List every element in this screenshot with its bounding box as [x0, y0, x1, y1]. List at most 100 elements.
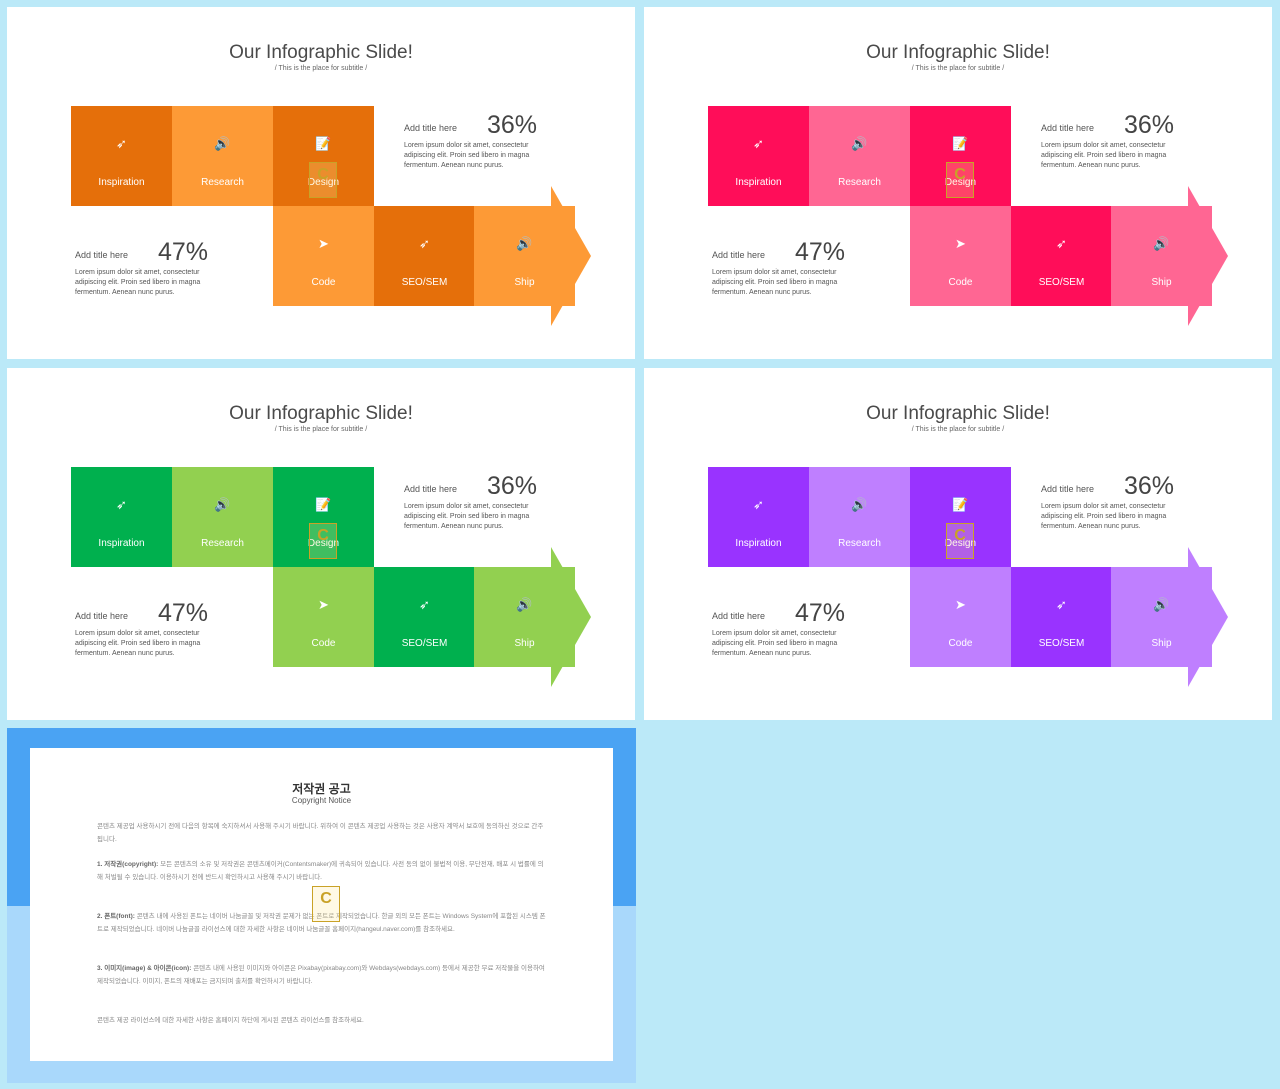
- notepad-icon: 📝: [952, 497, 969, 512]
- stat2-body: Lorem ipsum dolor sit amet, consectetur …: [75, 630, 201, 657]
- notice-outro: 콘텐츠 제공 라이선스에 대한 자세한 사항은 홈페이지 하단에 게시된 콘텐츠…: [97, 1017, 364, 1024]
- step-block: ➤ Code: [910, 567, 1011, 667]
- slide-subtitle: / This is the place for subtitle /: [911, 426, 1005, 433]
- step-block: 📝 Design: [910, 106, 1011, 206]
- stat2-title: Add title here: [75, 611, 129, 621]
- infographic-slide: Our Infographic Slide! / This is the plac…: [644, 368, 1272, 720]
- rocket-icon: ➶: [753, 497, 764, 512]
- stat2-percent: 47%: [158, 599, 209, 627]
- stat2-percent: 47%: [158, 238, 209, 266]
- rocket-icon: ➶: [116, 497, 127, 512]
- rocket-icon: ➶: [1056, 236, 1067, 251]
- step-block: ➤ Code: [273, 206, 374, 306]
- rocket-icon: ➶: [116, 136, 127, 151]
- step-block: ➶ Inspiration: [71, 467, 172, 567]
- step-block: ➶ Inspiration: [708, 467, 809, 567]
- notice-font: 2. 폰트(font): 콘텐츠 내에 사용된 폰트는 네이버 나눔글꼴 및 저…: [97, 910, 549, 936]
- stat2-body: Lorem ipsum dolor sit amet, consectetur …: [712, 630, 838, 657]
- step-label: Design: [944, 538, 977, 549]
- step-block: 🔊 Ship: [1111, 567, 1212, 667]
- step-block: 📝 Design: [273, 106, 374, 206]
- stat2-percent: 47%: [795, 238, 846, 266]
- step-label: Code: [311, 638, 336, 649]
- step-label: Code: [311, 277, 336, 288]
- stat1-body: Lorem ipsum dolor sit amet, consectetur …: [404, 142, 530, 169]
- step-label: Design: [944, 177, 977, 188]
- stat1-body: Lorem ipsum dolor sit amet, consectetur …: [404, 503, 530, 530]
- stat1-title: Add title here: [1041, 484, 1095, 494]
- infographic-slide: Our Infographic Slide! / This is the plac…: [7, 7, 635, 359]
- step-block: ➶ Inspiration: [71, 106, 172, 206]
- stat1-title: Add title here: [404, 123, 458, 133]
- stat2-title: Add title here: [75, 250, 129, 260]
- step-block: ➶ SEO/SEM: [374, 206, 475, 306]
- watermark-logo: C: [946, 523, 974, 559]
- step-label: Code: [948, 638, 973, 649]
- slide-title: Our Infographic Slide!: [866, 42, 1050, 63]
- stat1-title: Add title here: [404, 484, 458, 494]
- stat2-title: Add title here: [712, 250, 766, 260]
- step-label: Ship: [514, 638, 535, 649]
- step-block: 📝 Design: [273, 467, 374, 567]
- step-label: Code: [948, 277, 973, 288]
- notice-copyright-head: 1. 저작권(copyright):: [97, 861, 159, 868]
- notice-image: 3. 이미지(image) & 아이콘(icon): 콘텐츠 내에 사용된 이미…: [97, 962, 549, 988]
- speaker-icon: 🔊: [1153, 236, 1170, 251]
- infographic-slide: Our Infographic Slide! / This is the plac…: [7, 368, 635, 720]
- stat2-body: Lorem ipsum dolor sit amet, consectetur …: [712, 269, 838, 296]
- notice-font-head: 2. 폰트(font):: [97, 913, 135, 920]
- slide-subtitle: / This is the place for subtitle /: [274, 426, 368, 433]
- notice-copyright: 1. 저작권(copyright): 모든 콘텐츠의 소유 및 저작권은 콘텐츠…: [97, 858, 549, 884]
- step-label: Ship: [514, 277, 535, 288]
- step-label: Research: [838, 177, 881, 188]
- step-block: ➶ SEO/SEM: [374, 567, 475, 667]
- watermark-logo: C: [312, 886, 340, 922]
- paper-plane-icon: ➤: [955, 597, 966, 612]
- speaker-icon: 🔊: [214, 497, 231, 512]
- step-block: 🔊 Ship: [474, 567, 575, 667]
- stat2-body: Lorem ipsum dolor sit amet, consectetur …: [75, 269, 201, 296]
- speaker-icon: 🔊: [1153, 597, 1170, 612]
- speaker-icon: 🔊: [516, 597, 533, 612]
- stat1-title: Add title here: [1041, 123, 1095, 133]
- notice-copyright-text: 모든 콘텐츠의 소유 및 저작권은 콘텐츠메이커(Contentsmaker)에…: [97, 861, 544, 881]
- notice-subtitle: Copyright Notice: [291, 796, 352, 805]
- step-block: 🔊 Ship: [474, 206, 575, 306]
- slide-title: Our Infographic Slide!: [229, 403, 413, 424]
- speaker-icon: 🔊: [851, 136, 868, 151]
- notice-image-text: 콘텐츠 내에 사용된 이미지와 아이콘은 Pixabay(pixabay.com…: [97, 965, 545, 985]
- step-block: ➤ Code: [273, 567, 374, 667]
- stat1-percent: 36%: [487, 111, 538, 139]
- step-label: SEO/SEM: [401, 638, 448, 649]
- step-label: Inspiration: [735, 538, 782, 549]
- step-label: Design: [307, 538, 340, 549]
- step-block: ➶ SEO/SEM: [1011, 567, 1112, 667]
- step-label: Research: [201, 538, 244, 549]
- stat1-percent: 36%: [487, 472, 538, 500]
- watermark-logo: C: [309, 523, 337, 559]
- stat1-body: Lorem ipsum dolor sit amet, consectetur …: [1041, 142, 1167, 169]
- stat1-percent: 36%: [1124, 472, 1175, 500]
- stat2-title: Add title here: [712, 611, 766, 621]
- slide-subtitle: / This is the place for subtitle /: [274, 65, 368, 72]
- stat1-percent: 36%: [1124, 111, 1175, 139]
- step-block: ➶ Inspiration: [708, 106, 809, 206]
- rocket-icon: ➶: [753, 136, 764, 151]
- step-block: 🔊 Research: [172, 467, 273, 567]
- paper-plane-icon: ➤: [318, 236, 329, 251]
- step-block: ➤ Code: [910, 206, 1011, 306]
- notice-font-text: 콘텐츠 내에 사용된 폰트는 네이버 나눔글꼴 및 저작권 문제가 없는 폰트로…: [97, 913, 546, 933]
- speaker-icon: 🔊: [214, 136, 231, 151]
- rocket-icon: ➶: [419, 597, 430, 612]
- slide-title: Our Infographic Slide!: [229, 42, 413, 63]
- step-label: Inspiration: [98, 538, 145, 549]
- notice-image-head: 3. 이미지(image) & 아이콘(icon):: [97, 965, 192, 972]
- step-label: SEO/SEM: [401, 277, 448, 288]
- watermark-logo: C: [946, 162, 974, 198]
- paper-plane-icon: ➤: [318, 597, 329, 612]
- speaker-icon: 🔊: [851, 497, 868, 512]
- step-label: Inspiration: [735, 177, 782, 188]
- notice-intro: 콘텐츠 제공업 사용하시기 전에 다음의 항목에 숙지하셔서 사용해 주시기 바…: [97, 823, 544, 843]
- rocket-icon: ➶: [419, 236, 430, 251]
- step-label: Ship: [1151, 638, 1172, 649]
